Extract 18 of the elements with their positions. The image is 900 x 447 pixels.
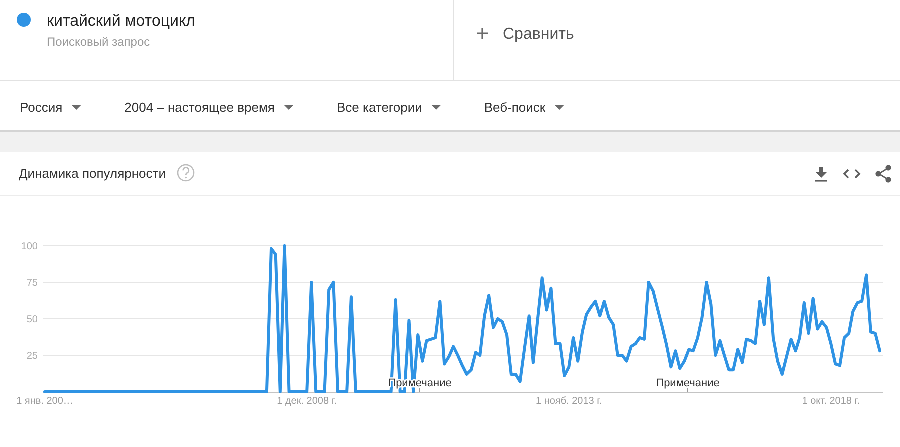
legend-label: китайский мотоцикл xyxy=(47,13,196,30)
line-series xyxy=(44,244,882,394)
y-tick-label: 50 xyxy=(26,314,38,326)
text: Веб-поиск xyxy=(484,100,546,115)
text: Поисковый запрос xyxy=(47,35,150,49)
y-tick-label: 75 xyxy=(26,278,38,289)
x-tick-label: 1 дек. 2008 г. xyxy=(277,396,338,407)
x-tick-label: 1 нояб. 2013 г. xyxy=(536,396,602,407)
text: Сравнить xyxy=(503,26,574,43)
y-tick-label: 25 xyxy=(26,351,38,362)
chart-title: Динамика популярности xyxy=(19,166,166,181)
text: Россия xyxy=(20,100,63,115)
y-tick-label: 100 xyxy=(21,242,38,252)
text: Все категории xyxy=(336,100,422,115)
x-tick-label: 1 янв. 200… xyxy=(16,396,74,407)
x-tick-label: 1 окт. 2018 г. xyxy=(802,396,860,407)
text: 2004 – настоящее время xyxy=(124,100,275,115)
annotation: Примечание xyxy=(656,378,720,390)
